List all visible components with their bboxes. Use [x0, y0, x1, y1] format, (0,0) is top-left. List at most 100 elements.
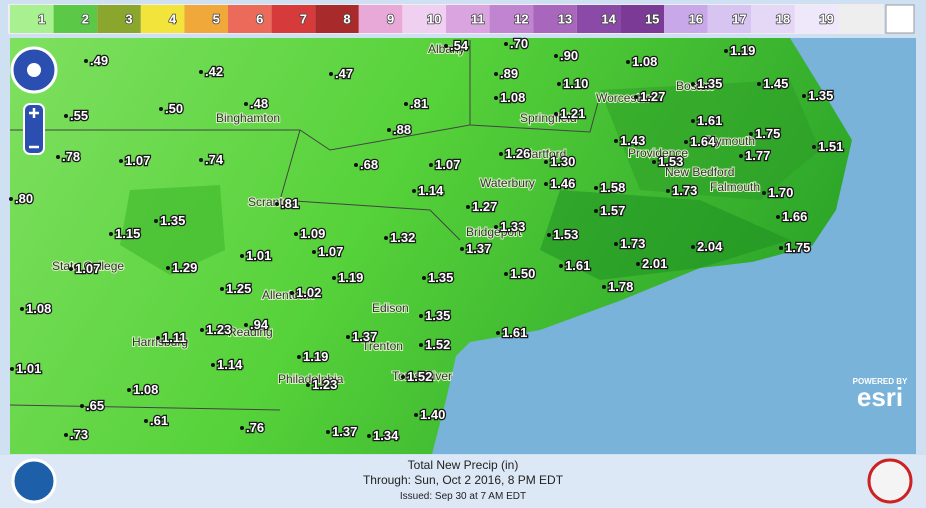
legend-label: 18 [776, 11, 790, 26]
nws-logo [867, 458, 913, 504]
precip-label: 1.33 [500, 219, 525, 234]
station-dot [494, 225, 498, 229]
city-label: Plymouth [705, 134, 755, 148]
precip-label: 1.66 [782, 209, 807, 224]
precip-label: 2.01 [642, 256, 667, 271]
legend-swatch [53, 5, 98, 33]
legend-label: 10 [427, 11, 441, 26]
station-dot [244, 323, 248, 327]
zoom-controls[interactable] [10, 46, 58, 155]
precip-label: 1.78 [608, 279, 633, 294]
legend-label: 3 [125, 11, 132, 26]
precip-label: 1.07 [125, 153, 150, 168]
legend-swatch [751, 5, 795, 33]
legend-swatch [140, 5, 185, 33]
precip-label: 1.26 [505, 146, 530, 161]
precip-label: .78 [62, 149, 80, 164]
precip-label: 1.21 [560, 106, 585, 121]
pan-center [27, 63, 41, 77]
station-dot [739, 154, 743, 158]
station-dot [312, 250, 316, 254]
city-label: Toms River [392, 369, 452, 383]
station-dot [64, 433, 68, 437]
land [10, 38, 852, 454]
legend-label: 1 [38, 11, 45, 26]
noaa-logo [11, 458, 57, 504]
city-label: Reading [228, 325, 273, 339]
legend-label: 4 [169, 11, 177, 26]
legend-label: 16 [689, 11, 703, 26]
station-dot [220, 287, 224, 291]
footer-title: Total New Precip (in) [408, 458, 519, 472]
station-dot [554, 112, 558, 116]
precip-label: 1.08 [133, 382, 158, 397]
precip-label: 1.08 [500, 90, 525, 105]
precip-label: 1.19 [338, 270, 363, 285]
station-dot [547, 233, 551, 237]
station-dot [367, 434, 371, 438]
station-dot [812, 145, 816, 149]
legend-swatch [402, 5, 446, 33]
precip-label: 1.34 [373, 428, 399, 443]
station-dot [306, 383, 310, 387]
footer-through: Through: Sun, Oct 2 2016, 8 PM EDT [363, 473, 564, 487]
precip-label: 1.25 [226, 281, 251, 296]
city-label: Philadelphia [278, 372, 344, 386]
city-label: Hartford [523, 147, 566, 161]
station-dot [460, 247, 464, 251]
station-dot [240, 426, 244, 430]
precip-label: 1.57 [600, 203, 625, 218]
legend-end [885, 4, 915, 34]
station-dot [387, 128, 391, 132]
station-dot [80, 404, 84, 408]
precip-label: 1.27 [640, 89, 665, 104]
precip-label: 1.52 [407, 369, 432, 384]
station-dot [614, 242, 618, 246]
station-dot [594, 186, 598, 190]
legend-label: 13 [558, 11, 572, 26]
legend-swatch [794, 5, 839, 33]
city-label: Trenton [362, 339, 403, 353]
city-label: Binghamton [216, 111, 280, 125]
precip-label: 1.23 [312, 377, 337, 392]
station-dot [544, 182, 548, 186]
precip-label: 1.09 [300, 226, 325, 241]
legend-label: 14 [601, 11, 616, 26]
powered-by: POWERED BY [853, 377, 908, 386]
station-dot [156, 336, 160, 340]
precip-label: 1.52 [425, 337, 450, 352]
station-dot [499, 152, 503, 156]
station-dot [354, 163, 358, 167]
precip-label: 1.19 [303, 349, 328, 364]
legend-label: 6 [256, 11, 263, 26]
precip-label: 1.32 [390, 230, 415, 245]
station-dot [127, 388, 131, 392]
precip-label: .55 [70, 108, 88, 123]
station-dot [326, 430, 330, 434]
precip-label: 1.14 [217, 357, 243, 372]
precip-label: 1.58 [600, 180, 625, 195]
legend-swatch [358, 5, 403, 33]
legend-swatch [620, 5, 664, 33]
precip-label: .54 [450, 38, 469, 53]
precip-label: 1.27 [472, 199, 497, 214]
city-label: Harrisburg [132, 335, 188, 349]
legend-swatch [97, 5, 141, 33]
zoom-symbols [29, 108, 39, 149]
station-dot [69, 267, 73, 271]
zoom-bar[interactable] [23, 103, 45, 155]
legend-swatch [271, 5, 316, 33]
legend-swatch [707, 5, 752, 33]
precip-label: 1.46 [550, 176, 575, 191]
station-dot [691, 245, 695, 249]
precip-label: .76 [246, 420, 264, 435]
city-label: New Bedford [665, 165, 734, 179]
station-dot [496, 331, 500, 335]
precip-label: 1.35 [160, 213, 185, 228]
station-dot [275, 202, 279, 206]
precip-label: 1.64 [690, 134, 716, 149]
station-dot [419, 343, 423, 347]
precip-label: .49 [90, 53, 108, 68]
legend-label: 19 [819, 11, 833, 26]
